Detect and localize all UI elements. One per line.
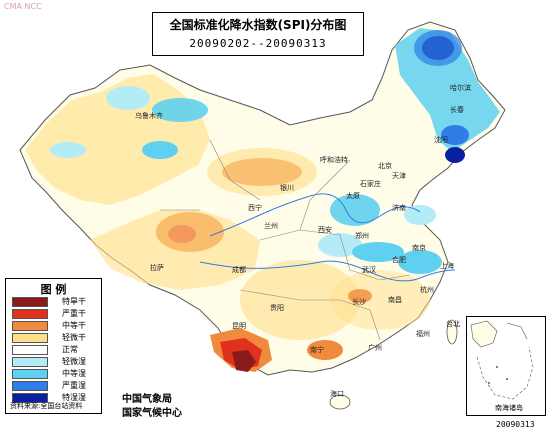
city-label: 北京: [378, 161, 392, 170]
wet-patch-xinjiang-3: [50, 142, 86, 158]
city-label: 合肥: [392, 255, 406, 264]
legend-row: 中等湿: [12, 369, 98, 379]
map-date-range: 20090202--20090313: [189, 37, 327, 50]
city-label: 银川: [280, 183, 294, 192]
city-label: 太原: [346, 191, 360, 200]
city-label: 南京: [412, 243, 426, 252]
city-label: 西安: [318, 225, 332, 234]
legend-swatch: [12, 381, 48, 391]
city-label: 郑州: [355, 232, 369, 240]
city-label: 南宁: [310, 345, 324, 354]
legend-row: 特湿湿: [12, 393, 98, 403]
legend: 图 例 特旱干 严重干 中等干 轻微干 正常 轻微湿 中等湿 严重湿 特湿湿 资…: [5, 278, 102, 414]
wet-patch-xinjiang-4: [142, 141, 178, 159]
city-labels: 乌鲁木齐 西宁 拉萨 成都 昆明 贵阳 南宁 广州 银川 兰州 西安 太原 石家…: [135, 83, 471, 398]
city-label: 长春: [450, 105, 464, 114]
city-label: 天津: [392, 172, 406, 180]
dry-patch-hunan: [348, 289, 372, 303]
wet-core-jilin: [441, 125, 469, 145]
city-label: 呼和浩特: [320, 155, 348, 164]
legend-swatch: [12, 369, 48, 379]
legend-label: 严重湿: [62, 381, 86, 390]
wet-patch-north-china: [330, 194, 380, 226]
legend-swatch: [12, 297, 48, 307]
legend-label: 正常: [62, 345, 78, 354]
legend-row: 特旱干: [12, 297, 98, 307]
legend-label: 中等湿: [62, 369, 86, 378]
inset-map: [470, 320, 534, 400]
map-title: 全国标准化降水指数(SPI)分布图: [169, 18, 347, 32]
legend-row: 中等干: [12, 321, 98, 331]
legend-swatch: [12, 321, 48, 331]
wet-patch-henan: [352, 242, 404, 262]
wet-patch-shandong: [404, 205, 436, 225]
agency-name-ncc: 国家气候中心: [122, 408, 182, 419]
legend-row: 轻微湿: [12, 357, 98, 367]
city-label: 台北: [446, 319, 460, 328]
map-title-box: 全国标准化降水指数(SPI)分布图 20090202--20090313: [152, 12, 364, 56]
legend-label: 中等干: [62, 321, 86, 330]
city-label: 哈尔滨: [450, 83, 471, 92]
legend-swatch: [12, 333, 48, 343]
city-label: 成都: [232, 265, 246, 274]
river-yangtze: [199, 260, 456, 282]
legend-swatch: [12, 357, 48, 367]
legend-label: 特湿湿: [62, 393, 86, 402]
inset-label: 南海诸岛: [495, 404, 523, 412]
south-china-sea-inset: 南海诸岛: [466, 316, 546, 416]
watermark: CMA NCC: [4, 2, 42, 11]
legend-swatch: [12, 345, 48, 355]
legend-row: 严重干: [12, 309, 98, 319]
legend-label: 轻微湿: [62, 357, 86, 366]
region-tibet-light-dry: [90, 210, 260, 290]
hainan-island: [329, 394, 351, 410]
city-label: 广州: [368, 343, 382, 352]
city-label: 沈阳: [434, 135, 448, 144]
city-label: 乌鲁木齐: [135, 111, 163, 120]
city-label: 海口: [330, 389, 344, 398]
city-label: 石家庄: [360, 179, 381, 188]
legend-row: 轻微干: [12, 333, 98, 343]
agency-name-cma: 中国气象局: [122, 394, 172, 405]
city-label: 拉萨: [150, 263, 164, 272]
dry-patch-guangxi: [307, 340, 343, 360]
city-label: 长沙: [352, 297, 366, 306]
city-label: 兰州: [264, 221, 278, 230]
city-label: 贵阳: [270, 303, 284, 312]
wet-patch-shanxi: [318, 233, 362, 257]
city-label: 昆明: [232, 322, 246, 330]
city-label: 济南: [392, 203, 406, 212]
date-stamp: 20090313: [496, 420, 535, 429]
dry-patch-north-central-light: [207, 148, 317, 196]
region-central-light-dry: [330, 270, 430, 330]
wet-patch-jiangsu: [398, 250, 442, 274]
river-yellow: [209, 193, 421, 237]
city-label: 西宁: [248, 203, 262, 212]
province-boundaries: [160, 139, 411, 341]
city-label: 南昌: [388, 295, 402, 304]
legend-swatch: [12, 309, 48, 319]
legend-label: 轻微干: [62, 333, 86, 342]
legend-swatch: [12, 393, 48, 403]
city-label: 上海: [440, 261, 454, 270]
legend-row: 正常: [12, 345, 98, 355]
legend-label: 特旱干: [62, 297, 86, 306]
legend-row: 严重湿: [12, 381, 98, 391]
dry-patch-yunnan-extreme: [232, 350, 256, 372]
wet-core-liaoning: [445, 147, 465, 163]
legend-footer: 资料来源:全国台站资料: [10, 402, 83, 410]
city-label: 福州: [416, 329, 430, 338]
wet-severe-northeast: [414, 30, 462, 66]
wet-patch-xinjiang-2: [152, 98, 208, 122]
legend-title: 图 例: [40, 283, 67, 296]
city-label: 武汉: [362, 265, 376, 274]
legend-label: 严重干: [62, 309, 86, 318]
wet-patch-xinjiang-1: [106, 86, 150, 110]
city-label: 杭州: [420, 285, 434, 294]
taiwan-island: [446, 319, 458, 345]
